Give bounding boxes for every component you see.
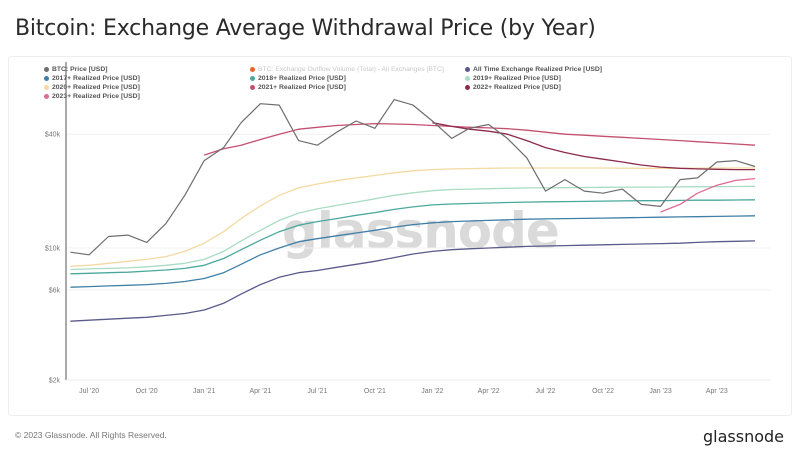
legend-label: 2017+ Realized Price [USD]	[52, 75, 140, 82]
x-tick-label: Jan '23	[649, 388, 671, 395]
legend-label: 2022+ Realized Price [USD]	[473, 84, 561, 91]
series-line-2022-realized-price-usd	[432, 122, 755, 171]
x-tick-label: Apr '21	[249, 388, 271, 395]
legend-item[interactable]: 2021+ Realized Price [USD]	[250, 84, 346, 91]
x-tick-label: Jul '20	[79, 388, 99, 395]
legend-label: 2020+ Realized Price [USD]	[52, 84, 140, 91]
legend-label: BTC: Exchange Outflow Volume (Total) - A…	[258, 66, 444, 73]
legend-item[interactable]: 2018+ Realized Price [USD]	[250, 75, 346, 82]
y-tick-label: $6k	[49, 287, 61, 294]
brand-logo: glassnode	[702, 427, 784, 446]
legend-item[interactable]: BTC: Price [USD]	[44, 66, 108, 73]
legend-color-dot-icon	[465, 85, 470, 90]
series-line-all-time-exchange-realized-price-usd	[70, 240, 756, 322]
legend-item[interactable]: 2019+ Realized Price [USD]	[465, 75, 561, 82]
legend-item[interactable]: All Time Exchange Realized Price [USD]	[465, 66, 602, 73]
legend-color-dot-icon	[44, 94, 49, 99]
x-tick-label: Jul '21	[307, 388, 327, 395]
legend-label: 2018+ Realized Price [USD]	[258, 75, 346, 82]
legend-color-dot-icon	[250, 67, 255, 72]
x-tick-label: Jul '22	[536, 388, 556, 395]
x-tick-label: Jan '21	[193, 388, 215, 395]
y-tick-label: $40k	[45, 132, 61, 139]
y-tick-label: $2k	[49, 378, 61, 385]
watermark-logo: glassnode	[282, 202, 560, 260]
x-tick-label: Apr '23	[706, 388, 728, 395]
page-title: Bitcoin: Exchange Average Withdrawal Pri…	[15, 16, 596, 41]
legend-item[interactable]: 2020+ Realized Price [USD]	[44, 84, 140, 91]
x-tick-label: Oct '20	[136, 388, 158, 395]
chart-card	[8, 56, 792, 416]
x-tick-label: Oct '21	[364, 388, 386, 395]
copyright-text: © 2023 Glassnode. All Rights Reserved.	[15, 430, 167, 440]
legend-color-dot-icon	[44, 85, 49, 90]
series-line-2023-realized-price-usd	[660, 177, 756, 213]
legend-label: 2021+ Realized Price [USD]	[258, 84, 346, 91]
legend-label: 2019+ Realized Price [USD]	[473, 75, 561, 82]
legend-color-dot-icon	[465, 67, 470, 72]
legend-label: 2023+ Realized Price [USD]	[52, 93, 140, 100]
legend-item[interactable]: BTC: Exchange Outflow Volume (Total) - A…	[250, 66, 444, 73]
legend-label: BTC: Price [USD]	[52, 66, 108, 73]
series-line-2021-realized-price-usd	[203, 122, 756, 156]
series-line-btc-price-usd	[70, 99, 756, 256]
legend-item[interactable]: 2022+ Realized Price [USD]	[465, 84, 561, 91]
legend-item[interactable]: 2023+ Realized Price [USD]	[44, 93, 140, 100]
series-line-2020-realized-price-usd	[70, 167, 755, 267]
x-tick-label: Oct '22	[592, 388, 614, 395]
legend-color-dot-icon	[44, 76, 49, 81]
legend-color-dot-icon	[250, 85, 255, 90]
y-tick-label: $10k	[45, 246, 61, 253]
legend-label: All Time Exchange Realized Price [USD]	[473, 66, 603, 73]
series-line-2017-realized-price-usd	[70, 215, 756, 288]
series-line-2018-realized-price-usd	[70, 199, 756, 275]
legend-item[interactable]: 2017+ Realized Price [USD]	[44, 75, 140, 82]
x-tick-label: Jan '22	[421, 388, 443, 395]
legend-color-dot-icon	[465, 76, 470, 81]
series-line-2019-realized-price-usd	[70, 185, 756, 271]
legend-color-dot-icon	[250, 76, 255, 81]
x-tick-label: Apr '22	[478, 388, 500, 395]
legend-color-dot-icon	[44, 67, 49, 72]
